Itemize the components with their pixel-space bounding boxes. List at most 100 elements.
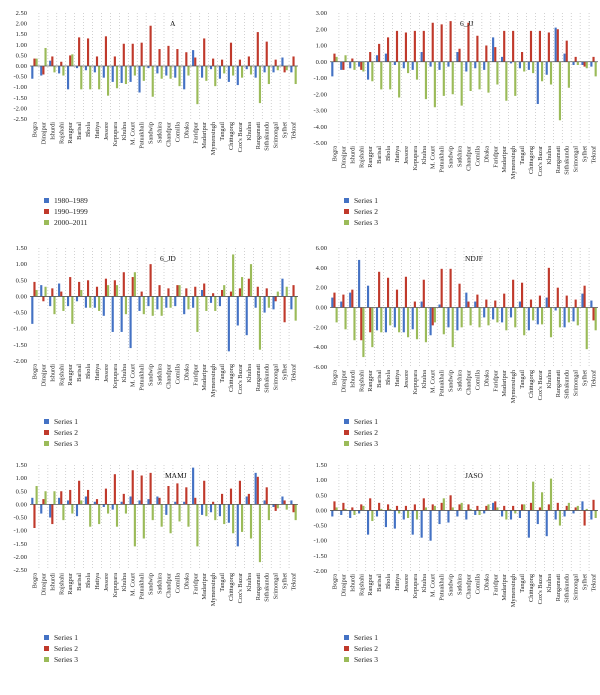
category-label: Rangamati xyxy=(555,370,562,398)
y-tick-label: -1.00 xyxy=(313,538,327,545)
bar xyxy=(62,296,65,311)
bar xyxy=(583,285,586,308)
bar xyxy=(393,510,396,529)
bar xyxy=(565,505,568,511)
y-tick-label: 0.00 xyxy=(316,507,327,514)
bar xyxy=(465,61,468,72)
bar xyxy=(467,22,470,62)
bar xyxy=(84,66,87,71)
bar xyxy=(384,307,387,333)
bar xyxy=(104,36,108,66)
bar xyxy=(590,300,593,308)
bar xyxy=(98,504,101,525)
category-label: Sithakundu xyxy=(564,145,571,175)
bar xyxy=(60,61,63,66)
y-tick-label: 0.00 xyxy=(16,501,27,508)
bar xyxy=(440,24,443,62)
bar xyxy=(342,61,345,70)
category-label: Sandwip xyxy=(148,573,155,595)
bar xyxy=(120,501,123,505)
category-label: Barisal xyxy=(76,122,83,140)
bar xyxy=(131,277,134,297)
bar xyxy=(203,38,206,66)
bar xyxy=(476,35,479,62)
bar xyxy=(156,296,159,310)
bar xyxy=(509,510,513,520)
bar xyxy=(556,502,559,511)
bar xyxy=(167,288,170,297)
bar xyxy=(407,307,410,338)
bar xyxy=(371,510,374,522)
bar xyxy=(549,61,553,85)
bar xyxy=(572,61,575,65)
bar xyxy=(514,61,517,96)
y-tick-label: -1.50 xyxy=(313,553,327,560)
y-tick-label: -1.00 xyxy=(313,75,327,82)
bar xyxy=(200,289,204,297)
category-label: Jessore xyxy=(403,370,410,388)
category-label: Cox's Bazar xyxy=(237,363,244,394)
bar xyxy=(505,510,508,520)
bar xyxy=(238,59,242,66)
bar xyxy=(520,282,524,308)
category-label: Tangail xyxy=(519,370,526,389)
category-label: Khulna xyxy=(546,574,553,593)
bar xyxy=(483,307,486,318)
bar xyxy=(281,496,284,505)
bar xyxy=(420,510,423,538)
bar xyxy=(494,501,497,511)
bar xyxy=(51,288,54,297)
bar xyxy=(422,279,425,308)
category-label: Mymensingh xyxy=(510,369,517,403)
bar xyxy=(402,510,405,520)
bar xyxy=(223,66,226,74)
y-tick-label: 1.00 xyxy=(16,475,27,482)
panel-title: 6_JD xyxy=(160,254,176,263)
bar xyxy=(102,66,105,78)
bar xyxy=(98,296,101,311)
bar xyxy=(358,61,361,67)
bar xyxy=(344,55,347,62)
bar xyxy=(433,307,436,323)
bar xyxy=(178,66,181,87)
bar xyxy=(440,502,443,511)
category-label: Cox's Bazar xyxy=(537,573,544,604)
bar xyxy=(487,504,490,511)
category-label: Dhaka xyxy=(483,574,490,591)
category-label: M. Court xyxy=(430,574,437,597)
bar xyxy=(69,277,72,297)
bar xyxy=(398,307,401,333)
bar xyxy=(527,61,530,70)
y-tick-label: 1.50 xyxy=(16,245,27,252)
bar xyxy=(447,61,450,67)
bar xyxy=(411,61,414,70)
bar xyxy=(131,470,134,505)
bar xyxy=(249,66,253,75)
bar xyxy=(500,307,504,323)
bar xyxy=(549,478,553,511)
category-label: Sithakundu xyxy=(264,363,271,393)
bar xyxy=(254,296,257,308)
y-tick-label: -2.00 xyxy=(13,554,27,561)
category-label: Dinajpur xyxy=(40,572,47,595)
category-label: Khulna xyxy=(121,364,128,383)
bar xyxy=(241,277,244,297)
bar xyxy=(111,66,114,82)
legend-label: Series 2 xyxy=(354,207,378,216)
y-tick-label: -0.50 xyxy=(13,310,27,317)
category-label: Sithakundu xyxy=(264,572,271,602)
bar xyxy=(411,510,414,535)
bar xyxy=(378,43,381,62)
bar xyxy=(512,30,515,62)
legend-label: Series 2 xyxy=(354,644,378,653)
bar xyxy=(44,47,47,66)
bar xyxy=(567,502,570,511)
category-label: Sylhet xyxy=(582,370,589,386)
bar xyxy=(592,499,595,511)
bar xyxy=(51,56,54,66)
bar xyxy=(95,286,99,297)
category-label: Comilla xyxy=(474,574,481,594)
bar xyxy=(572,510,575,514)
y-tick-label: -1.50 xyxy=(13,541,27,548)
category-label: Hatiya xyxy=(94,573,101,590)
